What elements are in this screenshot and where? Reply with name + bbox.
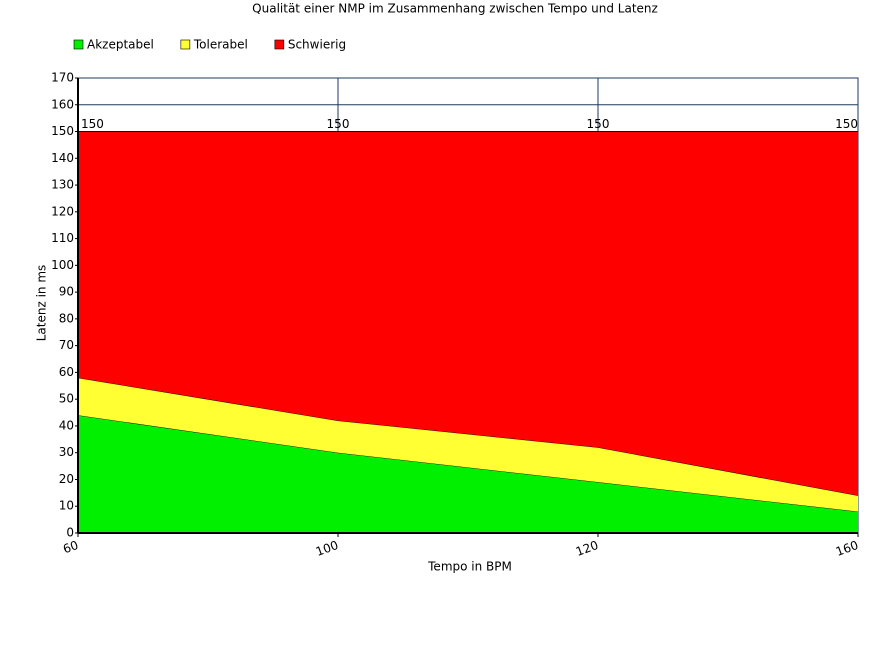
area — [78, 377, 858, 512]
y-tick-label: 150 — [51, 124, 74, 138]
legend-swatch — [73, 39, 84, 50]
y-tick-label: 40 — [59, 418, 74, 432]
legend-label: Tolerabel — [193, 38, 248, 52]
y-tick-label: 120 — [51, 204, 74, 218]
x-tick-label: 160 — [834, 538, 860, 559]
total-label: 150 — [587, 117, 610, 131]
legend-swatch — [274, 39, 285, 50]
total-label: 150 — [835, 117, 858, 131]
y-tick-label: 20 — [59, 472, 74, 486]
y-tick-label: 30 — [59, 445, 74, 459]
legend-label: Schwierig — [288, 38, 346, 52]
x-tick-label: 100 — [314, 538, 340, 559]
y-tick-label: 130 — [51, 178, 74, 192]
y-tick-label: 140 — [51, 151, 74, 165]
y-axis-label: Latenz in ms — [35, 265, 49, 342]
y-tick-label: 70 — [59, 338, 74, 352]
y-tick-label: 160 — [51, 97, 74, 111]
y-tick-label: 0 — [66, 526, 74, 540]
y-tick-label: 50 — [59, 392, 74, 406]
legend-label: Akzeptabel — [87, 38, 154, 52]
y-tick-label: 90 — [59, 285, 74, 299]
y-tick-label: 80 — [59, 311, 74, 325]
y-tick-label: 60 — [59, 365, 74, 379]
x-tick-label: 60 — [61, 538, 80, 556]
total-label: 150 — [81, 117, 104, 131]
total-label: 150 — [327, 117, 350, 131]
x-axis-label: Tempo in BPM — [427, 560, 512, 574]
x-tick-label: 120 — [574, 538, 600, 559]
chart-title: Qualität einer NMP im Zusammenhang zwisc… — [252, 2, 658, 16]
legend-swatch — [180, 39, 191, 50]
y-tick-label: 10 — [59, 499, 74, 513]
area — [78, 415, 858, 533]
y-tick-label: 170 — [51, 71, 74, 85]
area — [78, 131, 858, 496]
y-tick-label: 100 — [51, 258, 74, 272]
y-tick-label: 110 — [51, 231, 74, 245]
